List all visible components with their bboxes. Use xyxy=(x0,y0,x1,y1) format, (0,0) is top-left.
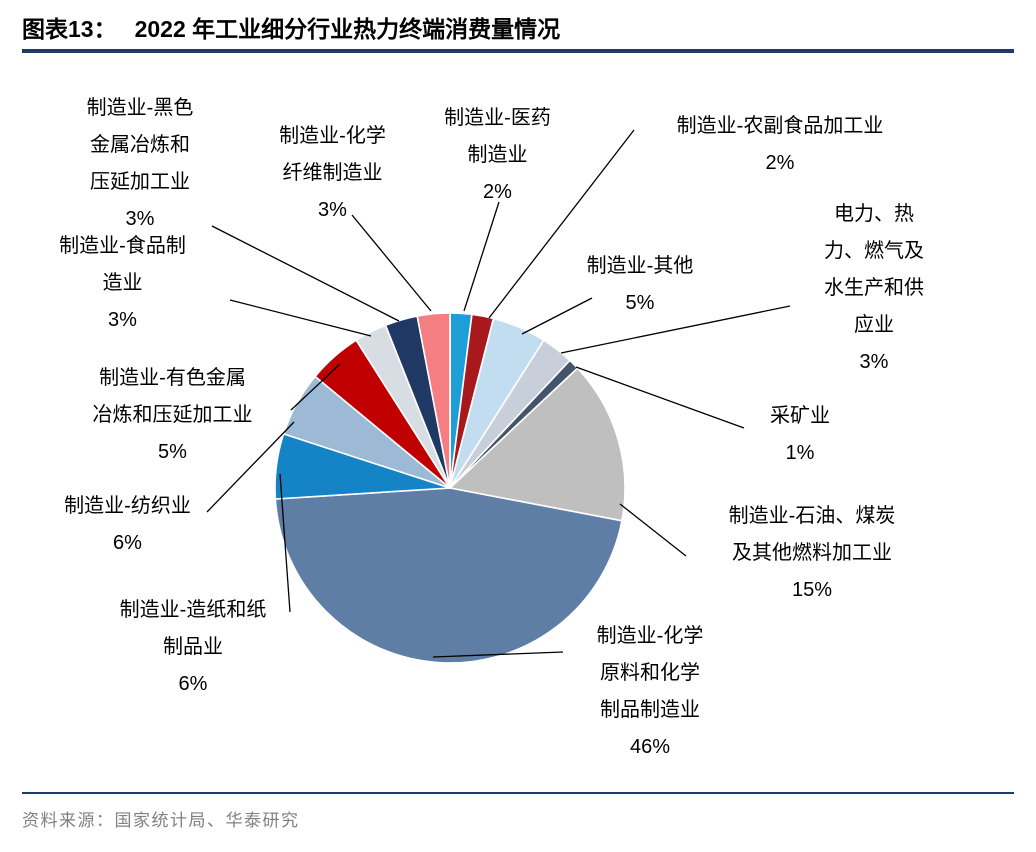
pie-slice-petroleum xyxy=(448,367,626,522)
pie-label-pharma: 制造业-医药 制造业 2% xyxy=(420,100,575,211)
pie-label-agri-food: 制造业-农副食品加工业 2% xyxy=(630,108,930,182)
leader-line-pharma xyxy=(463,201,500,312)
leader-line-ferrous xyxy=(211,225,400,322)
leader-line-other-mfg xyxy=(521,297,593,335)
source-note: 资料来源：国家统计局、华泰研究 xyxy=(22,811,300,830)
footer-divider xyxy=(22,792,1014,794)
pie-value-utilities: 3% xyxy=(859,351,889,373)
pie-value-other-mfg: 5% xyxy=(625,292,655,314)
leader-line-petroleum xyxy=(619,503,687,557)
leader-line-chem-fiber xyxy=(351,214,432,312)
pie-label-mining: 采矿业 1% xyxy=(740,398,860,472)
pie-value-nonferrous: 5% xyxy=(158,441,187,463)
pie-value-petroleum: 15% xyxy=(791,579,833,601)
title-divider xyxy=(22,49,1014,53)
leader-line-mining xyxy=(575,366,745,429)
pie-label-other-mfg: 制造业-其他 5% xyxy=(560,248,720,322)
leader-line-food xyxy=(229,299,372,337)
pie-value-chemical: 46% xyxy=(629,736,671,758)
chart-header: 图表13： 2022 年工业细分行业热力终端消费量情况 xyxy=(22,10,1014,44)
pie-value-paper: 6% xyxy=(178,673,208,695)
leader-line-chemical xyxy=(432,651,564,658)
leader-line-nonferrous xyxy=(290,363,341,411)
pie-label-food: 制造业-食品制 造业 3% xyxy=(45,228,200,339)
chart-number: 图表13： xyxy=(22,16,117,42)
pie-slice-chemical xyxy=(274,487,623,664)
pie-value-textile: 6% xyxy=(113,532,142,554)
pie-label-ferrous: 制造业-黑色 金属冶炼和 压延加工业 3% xyxy=(60,90,220,238)
pie-label-nonferrous: 制造业-有色金属 冶炼和压延加工业 5% xyxy=(60,360,285,471)
pie-value-mining: 1% xyxy=(785,442,815,464)
pie-value-chem-fiber: 3% xyxy=(318,199,347,221)
leader-line-agri-food xyxy=(488,129,635,319)
pie-label-petroleum: 制造业-石油、煤炭 及其他燃料加工业 15% xyxy=(686,498,938,609)
pie-label-paper: 制造业-造纸和纸 制品业 6% xyxy=(95,592,291,703)
pie-slice-chem-fiber xyxy=(416,312,451,489)
page-title: 2022 年工业细分行业热力终端消费量情况 xyxy=(134,16,561,42)
pie-value-agri-food: 2% xyxy=(765,152,795,174)
leader-line-utilities xyxy=(560,305,791,354)
pie-label-textile: 制造业-纺织业 6% xyxy=(50,488,205,562)
pie-label-chem-fiber: 制造业-化学 纤维制造业 3% xyxy=(255,118,410,229)
pie-value-ferrous: 3% xyxy=(125,208,155,230)
pie-value-pharma: 2% xyxy=(483,181,512,203)
leader-line-paper xyxy=(279,473,291,613)
pie-value-food: 3% xyxy=(108,309,137,331)
pie-label-chemical: 制造业-化学 原料和化学 制品制造业 46% xyxy=(565,618,735,766)
leader-line-textile xyxy=(206,421,295,513)
pie-label-utilities: 电力、热 力、燃气及 水生产和供 应业 3% xyxy=(788,196,960,381)
